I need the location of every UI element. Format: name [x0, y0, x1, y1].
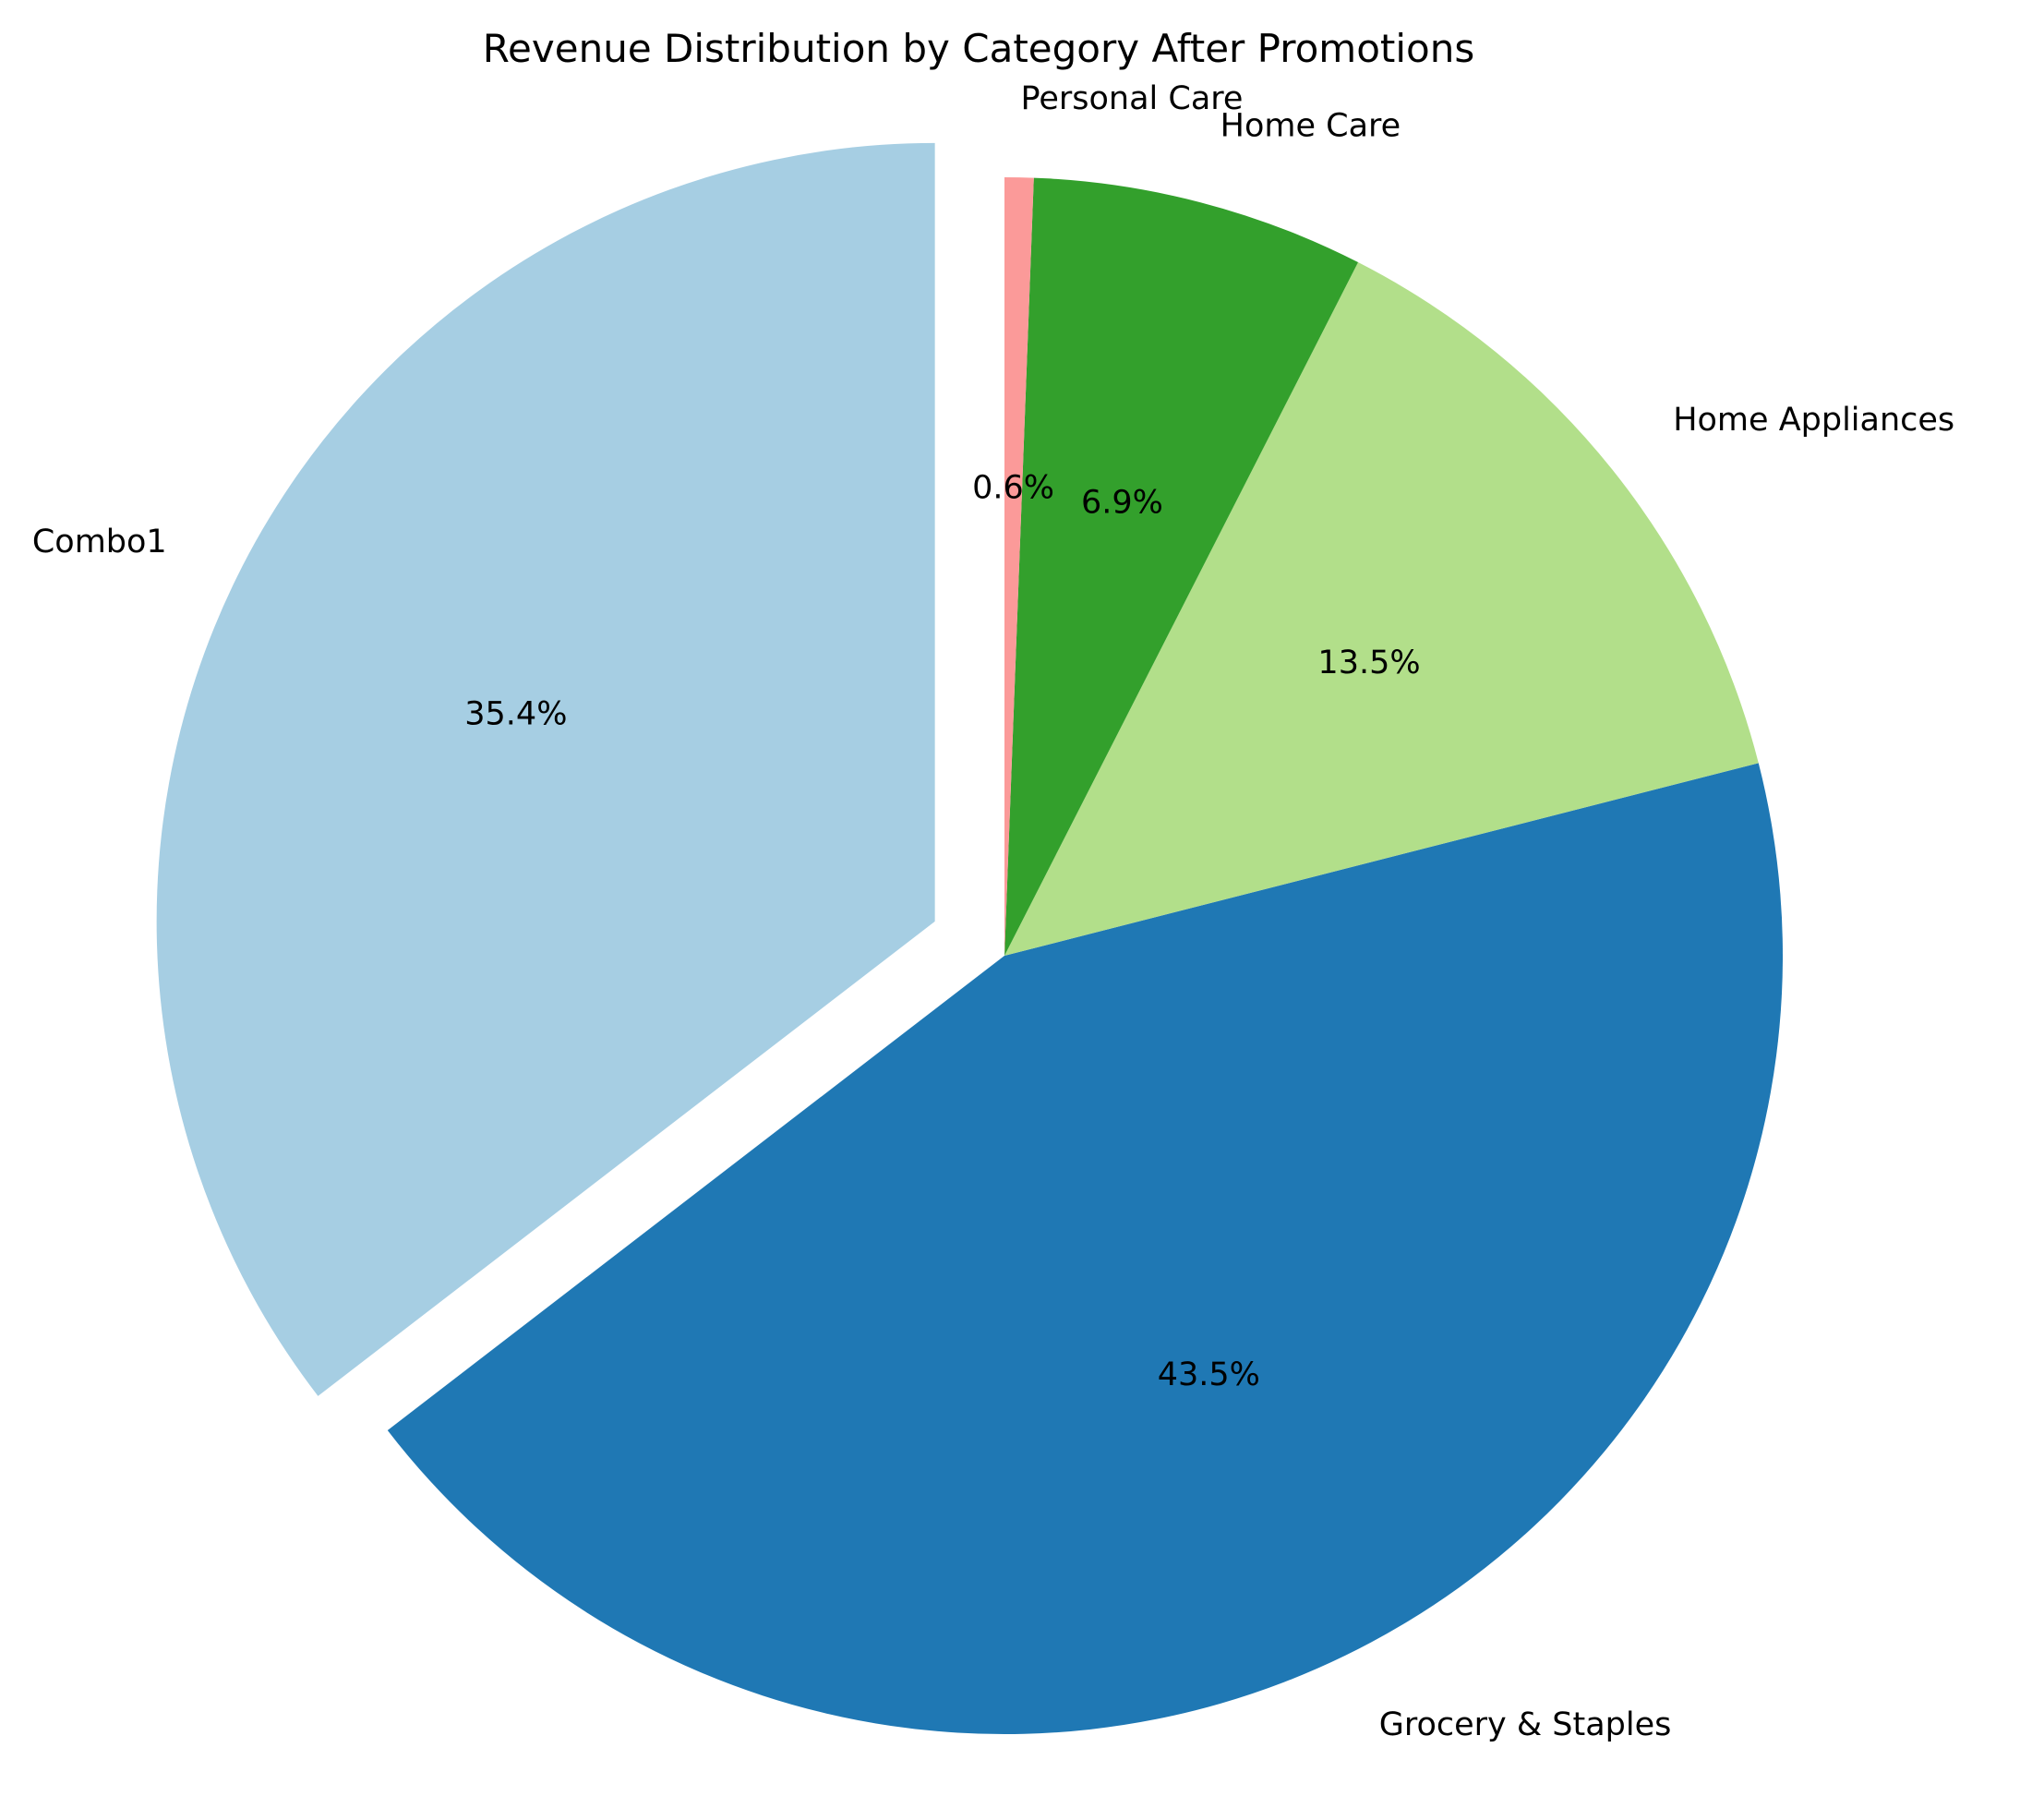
pie-labels: 35.4% Combo1 43.5% Grocery & Staples 13.5% Ho… [32, 80, 1954, 1743]
pie-slice-category-label: Grocery & Staples [1379, 1706, 1672, 1743]
pie-slice-category-label: Home Appliances [1673, 402, 1954, 439]
pie-slice-percent-label: 0.6% [972, 469, 1054, 506]
pie-slice-percent-label: 35.4% [464, 695, 567, 732]
pie-slices [156, 142, 1784, 1735]
pie-slice-category-label: Combo1 [32, 524, 167, 560]
chart-title: Revenue Distribution by Category After P… [483, 26, 1475, 71]
pie-slice-combo1 [156, 142, 935, 1396]
pie-slice-category-label: Home Care [1220, 108, 1401, 145]
pie-slice-percent-label: 13.5% [1317, 645, 1420, 681]
pie-slice-home-care [1004, 177, 1359, 957]
pie-slice-category-label: Personal Care [1020, 80, 1243, 117]
pie-slice-home-appliances [1004, 262, 1759, 956]
pie-slice-percent-label: 43.5% [1158, 1356, 1260, 1393]
pie-slice-grocery-staples [387, 763, 1784, 1735]
pie-slice-personal-care [1004, 177, 1034, 956]
pie-slice-percent-label: 6.9% [1081, 485, 1163, 522]
